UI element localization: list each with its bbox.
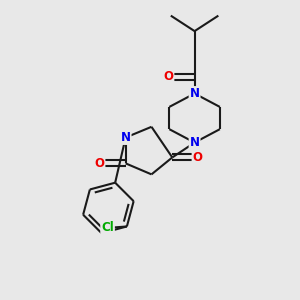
Text: N: N [190, 136, 200, 149]
Text: N: N [190, 87, 200, 100]
Text: Cl: Cl [101, 221, 114, 234]
Text: O: O [193, 151, 202, 164]
Text: O: O [164, 70, 173, 83]
Text: N: N [121, 131, 130, 144]
Text: O: O [94, 157, 104, 170]
